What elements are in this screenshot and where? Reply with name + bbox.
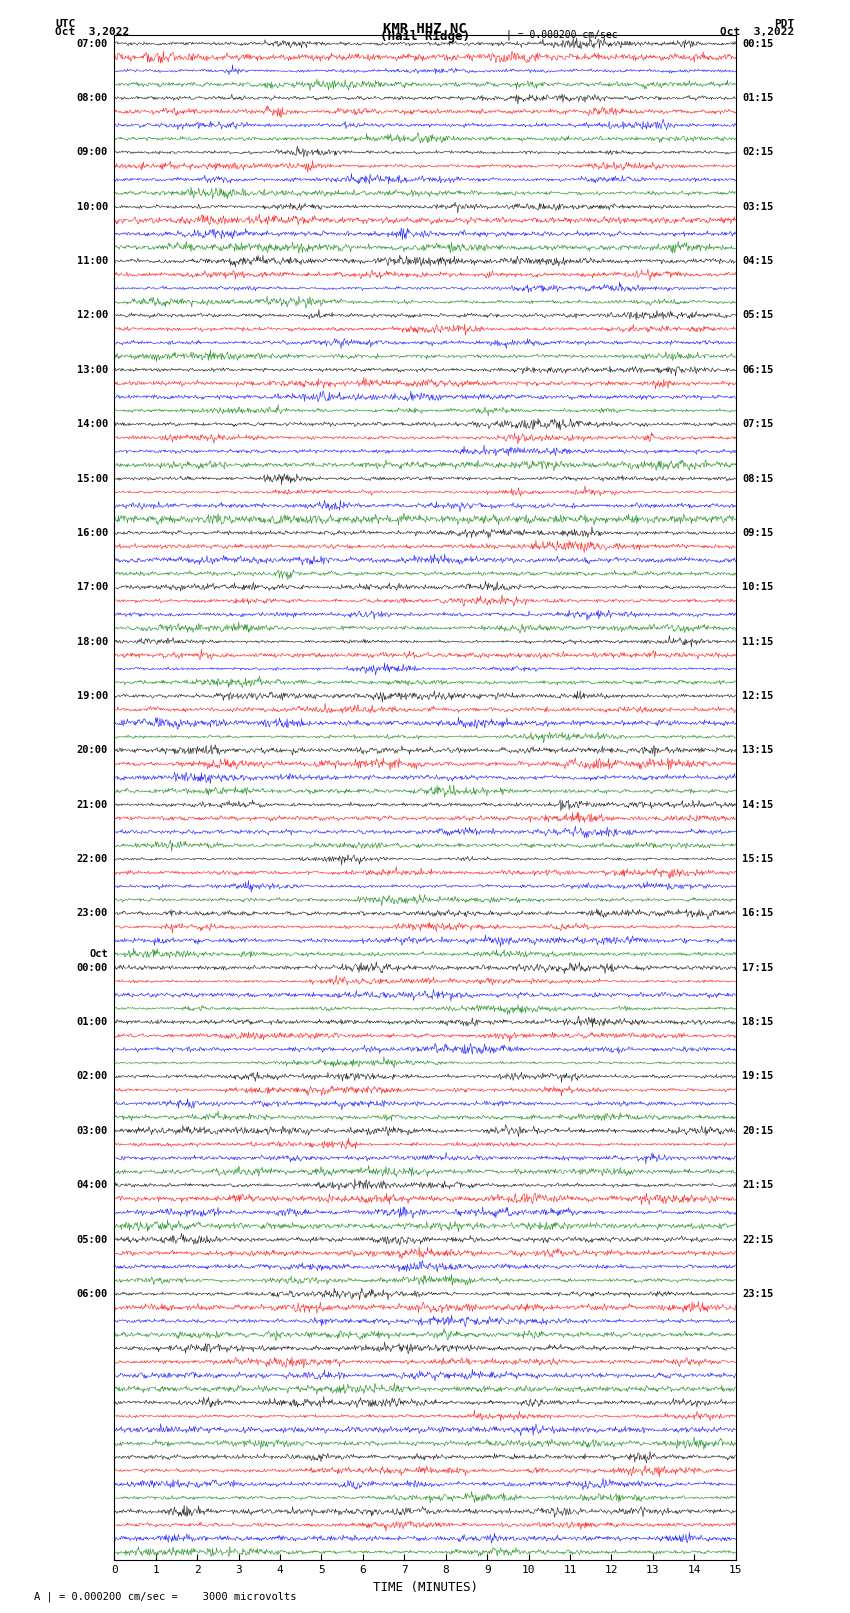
Text: 20:00: 20:00 (76, 745, 108, 755)
Text: 17:00: 17:00 (76, 582, 108, 592)
Text: 01:00: 01:00 (76, 1018, 108, 1027)
Text: 03:15: 03:15 (742, 202, 774, 211)
Text: 14:15: 14:15 (742, 800, 774, 810)
Text: 01:15: 01:15 (742, 94, 774, 103)
Text: 14:00: 14:00 (76, 419, 108, 429)
Text: 00:00: 00:00 (76, 963, 108, 973)
Text: 02:15: 02:15 (742, 147, 774, 158)
Text: 22:00: 22:00 (76, 853, 108, 865)
Text: 07:00: 07:00 (76, 39, 108, 48)
Text: 07:15: 07:15 (742, 419, 774, 429)
Text: 08:15: 08:15 (742, 474, 774, 484)
Text: 12:15: 12:15 (742, 690, 774, 702)
Text: 02:00: 02:00 (76, 1071, 108, 1081)
Text: Oct: Oct (89, 948, 108, 960)
Text: 23:00: 23:00 (76, 908, 108, 918)
Text: (Hail Ridge): (Hail Ridge) (380, 31, 470, 44)
Text: 06:00: 06:00 (76, 1289, 108, 1298)
Text: 19:15: 19:15 (742, 1071, 774, 1081)
Text: 16:00: 16:00 (76, 527, 108, 537)
Text: 10:15: 10:15 (742, 582, 774, 592)
Text: 17:15: 17:15 (742, 963, 774, 973)
Text: 11:15: 11:15 (742, 637, 774, 647)
Text: 23:15: 23:15 (742, 1289, 774, 1298)
Text: Oct  3,2022: Oct 3,2022 (55, 26, 129, 37)
Text: UTC: UTC (55, 18, 76, 29)
Text: 09:00: 09:00 (76, 147, 108, 158)
Text: 08:00: 08:00 (76, 94, 108, 103)
Text: 15:00: 15:00 (76, 474, 108, 484)
Text: 21:15: 21:15 (742, 1181, 774, 1190)
Text: 09:15: 09:15 (742, 527, 774, 537)
Text: 03:00: 03:00 (76, 1126, 108, 1136)
Text: 18:00: 18:00 (76, 637, 108, 647)
Text: 18:15: 18:15 (742, 1018, 774, 1027)
Text: 05:00: 05:00 (76, 1234, 108, 1245)
Text: 13:00: 13:00 (76, 365, 108, 374)
Text: 12:00: 12:00 (76, 310, 108, 321)
Text: 04:15: 04:15 (742, 256, 774, 266)
Text: 16:15: 16:15 (742, 908, 774, 918)
Text: A | = 0.000200 cm/sec =    3000 microvolts: A | = 0.000200 cm/sec = 3000 microvolts (34, 1590, 297, 1602)
Text: 15:15: 15:15 (742, 853, 774, 865)
Text: 05:15: 05:15 (742, 310, 774, 321)
Text: 11:00: 11:00 (76, 256, 108, 266)
Text: 00:15: 00:15 (742, 39, 774, 48)
X-axis label: TIME (MINUTES): TIME (MINUTES) (372, 1581, 478, 1594)
Text: KMR HHZ NC: KMR HHZ NC (383, 23, 467, 35)
Text: 21:00: 21:00 (76, 800, 108, 810)
Text: Oct  3,2022: Oct 3,2022 (721, 26, 795, 37)
Text: 20:15: 20:15 (742, 1126, 774, 1136)
Text: 06:15: 06:15 (742, 365, 774, 374)
Text: 10:00: 10:00 (76, 202, 108, 211)
Text: PDT: PDT (774, 18, 795, 29)
Text: | = 0.000200 cm/sec: | = 0.000200 cm/sec (506, 29, 617, 40)
Text: 13:15: 13:15 (742, 745, 774, 755)
Text: 04:00: 04:00 (76, 1181, 108, 1190)
Text: 19:00: 19:00 (76, 690, 108, 702)
Text: 22:15: 22:15 (742, 1234, 774, 1245)
